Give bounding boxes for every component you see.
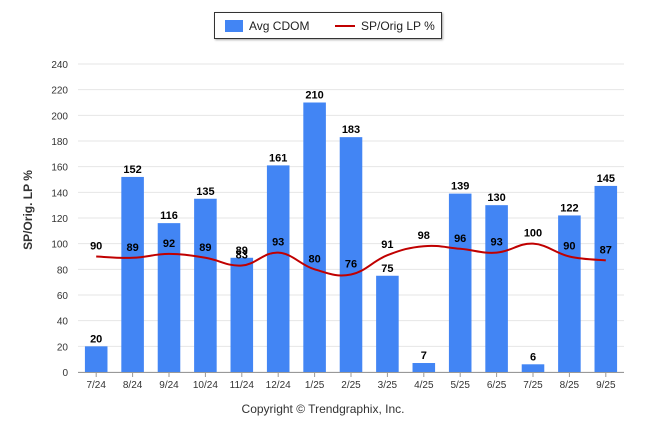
y-tick-label: 180 <box>51 137 68 148</box>
bar[interactable] <box>412 363 436 372</box>
bar-data-label: 6 <box>530 351 536 363</box>
line-data-label: 92 <box>163 238 175 250</box>
bar-data-label: 210 <box>305 90 323 102</box>
legend-swatch-line <box>335 24 355 27</box>
bar-data-label: 89 <box>236 245 248 257</box>
bar[interactable] <box>521 364 545 372</box>
bar[interactable] <box>485 205 508 372</box>
y-tick-label: 20 <box>57 342 69 353</box>
copyright-text: Copyright © Trendgraphix, Inc. <box>241 402 405 416</box>
x-tick-label: 4/25 <box>414 380 434 391</box>
y-tick-label: 120 <box>51 214 68 225</box>
x-tick-label: 6/25 <box>487 380 507 391</box>
bar[interactable] <box>194 198 217 372</box>
line-data-label: 93 <box>272 237 284 249</box>
x-tick-label: 1/25 <box>305 380 325 391</box>
legend: Avg CDOM SP/Orig LP % <box>214 12 442 39</box>
y-axis-title: SP/Orig. LP % <box>21 170 35 250</box>
y-tick-label: 80 <box>57 265 69 276</box>
x-tick-label: 7/24 <box>86 380 106 391</box>
x-tick-label: 5/25 <box>450 380 470 391</box>
bar-data-label: 161 <box>269 152 287 164</box>
bar[interactable] <box>376 275 399 372</box>
line-data-label: 87 <box>600 244 612 256</box>
bar[interactable] <box>303 102 326 373</box>
bar-data-label: 139 <box>451 181 469 193</box>
line-data-label: 100 <box>524 228 542 240</box>
bar-data-label: 75 <box>381 263 393 275</box>
legend-label-avg-cdom: Avg CDOM <box>249 18 310 33</box>
bar[interactable] <box>266 165 290 372</box>
x-tick-label: 2/25 <box>341 380 361 391</box>
bar[interactable] <box>121 176 144 372</box>
bar[interactable] <box>339 137 363 372</box>
bar-data-label: 135 <box>196 186 214 198</box>
bar[interactable] <box>230 257 254 372</box>
bar-data-label: 116 <box>160 210 178 222</box>
line-data-label: 91 <box>381 239 393 251</box>
line-data-label: 98 <box>418 230 430 242</box>
line-data-label: 90 <box>563 241 575 253</box>
bar[interactable] <box>157 223 181 372</box>
legend-label-sp-orig-lp: SP/Orig LP % <box>361 18 435 33</box>
line-data-label: 90 <box>90 241 102 253</box>
bar[interactable] <box>84 346 108 372</box>
bar[interactable] <box>558 215 581 372</box>
x-tick-label: 10/24 <box>193 380 218 391</box>
series-line-sp-orig-lp[interactable] <box>96 242 606 277</box>
line-data-label: 83 <box>236 249 248 261</box>
legend-swatch-bar <box>225 19 243 32</box>
x-tick-label: 7/25 <box>523 380 543 391</box>
line-data-label: 89 <box>199 242 211 254</box>
x-tick-label: 11/24 <box>230 380 255 391</box>
y-tick-label: 160 <box>51 163 68 174</box>
x-tick-label: 8/24 <box>123 380 143 391</box>
bar-data-label: 183 <box>342 124 360 136</box>
x-tick-label: 9/25 <box>596 380 616 391</box>
legend-item-sp-orig-lp[interactable]: SP/Orig LP % <box>335 13 435 38</box>
y-tick-label: 220 <box>51 86 68 97</box>
bar-data-label: 122 <box>560 202 578 214</box>
bar[interactable] <box>448 193 472 372</box>
legend-item-avg-cdom[interactable]: Avg CDOM <box>225 13 309 38</box>
line-data-label: 89 <box>126 242 138 254</box>
y-tick-label: 40 <box>57 317 69 328</box>
y-tick-label: 240 <box>51 60 68 71</box>
line-data-label: 76 <box>345 258 357 270</box>
line-data-label: 80 <box>308 253 320 265</box>
line-data-label: 93 <box>490 237 502 249</box>
y-tick-label: 60 <box>57 291 69 302</box>
bar-data-label: 152 <box>123 164 141 176</box>
line-data-label: 96 <box>454 233 466 245</box>
x-tick-label: 3/25 <box>378 380 398 391</box>
y-tick-label: 0 <box>62 368 68 379</box>
x-tick-label: 9/24 <box>159 380 179 391</box>
bar-data-label: 130 <box>487 192 505 204</box>
y-tick-label: 140 <box>51 188 68 199</box>
bar-data-label: 7 <box>421 350 427 362</box>
bar[interactable] <box>594 185 618 372</box>
y-tick-label: 100 <box>51 240 68 251</box>
x-tick-label: 12/24 <box>266 380 291 391</box>
x-tick-label: 8/25 <box>560 380 580 391</box>
y-tick-label: 200 <box>51 111 68 122</box>
bar-data-label: 20 <box>90 333 102 345</box>
bar-data-label: 145 <box>597 173 615 185</box>
